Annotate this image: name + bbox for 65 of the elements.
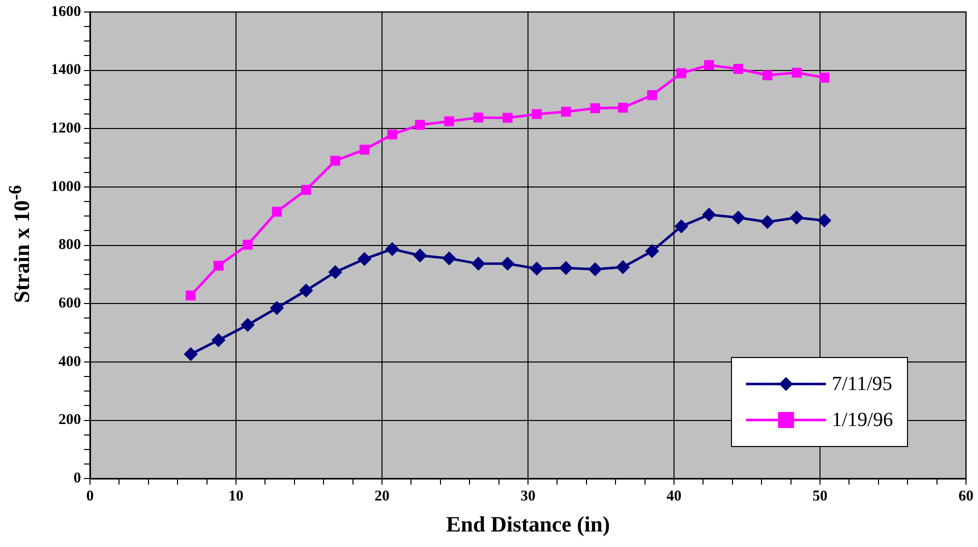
point <box>790 210 804 225</box>
x-tick-label: 30 <box>520 488 536 504</box>
y-tick-label: 400 <box>58 354 81 370</box>
point <box>387 130 398 140</box>
point <box>301 184 312 195</box>
point <box>328 265 342 280</box>
y-tick-label: 1400 <box>51 62 81 78</box>
point <box>270 301 284 315</box>
point <box>240 318 255 332</box>
point <box>704 60 714 70</box>
point <box>618 102 628 113</box>
x-axis-title: End Distance (in) <box>446 511 610 536</box>
point <box>186 290 196 300</box>
point <box>702 208 716 222</box>
point <box>444 116 454 126</box>
point <box>561 106 571 117</box>
point <box>590 103 600 114</box>
point <box>676 68 686 78</box>
point <box>184 347 198 362</box>
point <box>674 219 688 234</box>
x-tick-label: 20 <box>374 488 390 504</box>
point <box>471 256 486 271</box>
point <box>532 109 542 120</box>
y-tick-label: 200 <box>58 412 81 428</box>
point <box>473 112 484 123</box>
point <box>819 72 830 83</box>
x-tick-label: 60 <box>958 488 974 504</box>
point <box>442 251 456 266</box>
point <box>357 252 372 266</box>
point <box>792 68 802 78</box>
y-tick-label: 0 <box>74 470 81 486</box>
point <box>299 284 314 298</box>
x-tick-label: 50 <box>812 488 828 504</box>
x-tick-label: 40 <box>666 488 682 504</box>
point <box>645 244 660 258</box>
point <box>412 248 427 263</box>
point <box>733 64 744 74</box>
legend-label: 1/19/96 <box>832 408 893 432</box>
point <box>647 90 658 100</box>
point <box>500 256 515 271</box>
y-tick-label: 800 <box>58 237 81 254</box>
point <box>530 262 544 276</box>
point <box>558 261 573 276</box>
point <box>762 70 772 80</box>
x-tick-label: 10 <box>228 488 244 504</box>
point <box>731 210 746 225</box>
legend-label: 7/11/95 <box>832 372 892 396</box>
point <box>616 260 630 274</box>
point <box>272 206 282 217</box>
x-tick-label: 0 <box>86 488 94 504</box>
point <box>360 144 370 155</box>
point <box>214 260 224 271</box>
point <box>760 214 774 229</box>
point <box>415 120 425 130</box>
point <box>588 262 602 276</box>
y-tick-label: 600 <box>58 296 81 312</box>
point <box>242 240 253 250</box>
point <box>502 112 513 123</box>
point <box>330 156 340 166</box>
y-tick-label: 1200 <box>51 120 81 137</box>
y-tick-label: 1600 <box>51 4 81 20</box>
point <box>211 333 226 348</box>
point <box>817 214 832 228</box>
point <box>385 242 400 256</box>
y-tick-label: 1000 <box>51 178 81 195</box>
